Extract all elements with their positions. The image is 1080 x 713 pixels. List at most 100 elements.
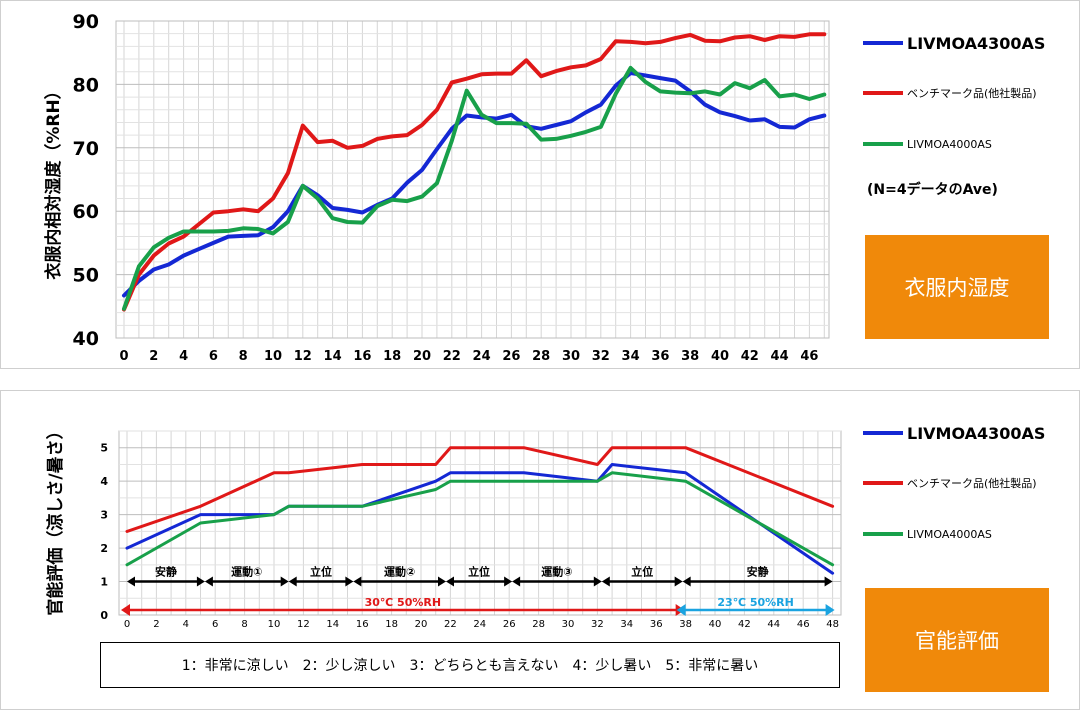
- x-tick-label: 28: [532, 349, 550, 364]
- phase-arrow-head: [127, 576, 135, 587]
- legend-label: ベンチマーク品(他社製品): [907, 86, 1037, 100]
- x-tick-label: 44: [771, 349, 789, 364]
- phase-arrow-head: [204, 576, 213, 587]
- y-tick-label: 0: [100, 609, 108, 622]
- series-line: [125, 446, 835, 533]
- x-tick-label: 12: [294, 349, 312, 364]
- phase-arrow-head: [593, 576, 602, 587]
- series-line: [122, 32, 827, 312]
- legend-label: LIVMOA4300AS: [907, 34, 1045, 53]
- x-tick-label: 36: [651, 349, 669, 364]
- phase-arrow-head: [512, 576, 521, 587]
- phase-arrow-head: [353, 576, 362, 587]
- x-tick-label: 32: [592, 349, 610, 364]
- annotation-note: (N=4データのAve): [867, 181, 998, 198]
- x-tick-label: 6: [212, 619, 218, 630]
- y-tick-label: 2: [100, 542, 108, 555]
- x-tick-label: 42: [741, 349, 759, 364]
- x-tick-label: 12: [297, 619, 310, 630]
- phase-arrow-head: [601, 576, 610, 587]
- y-tick-label: 1: [100, 576, 108, 589]
- x-tick-label: 16: [353, 349, 371, 364]
- x-tick-label: 14: [324, 349, 342, 364]
- x-tick-label: 28: [532, 619, 545, 630]
- condition-label: 23℃ 50%RH: [717, 596, 793, 609]
- y-tick-label: 40: [73, 328, 99, 350]
- x-tick-label: 22: [443, 349, 461, 364]
- x-tick-label: 44: [767, 619, 780, 630]
- condition-arrow-head: [825, 604, 835, 616]
- phase-arrow-head: [437, 576, 446, 587]
- x-tick-label: 24: [473, 349, 491, 364]
- phase-arrow-head: [682, 576, 691, 587]
- x-tick-label: 38: [681, 349, 699, 364]
- y-tick-label: 50: [73, 265, 99, 287]
- phase-arrow-head: [196, 576, 205, 587]
- legend-label: ベンチマーク品(他社製品): [907, 476, 1037, 490]
- x-tick-label: 4: [179, 349, 188, 364]
- phase-arrow-head: [445, 576, 454, 587]
- phase-label: 立位: [468, 565, 490, 579]
- y-tick-label: 70: [73, 138, 99, 160]
- phase-arrow-head: [280, 576, 289, 587]
- y-tick-label: 60: [73, 201, 99, 223]
- x-tick-label: 4: [183, 619, 189, 630]
- x-tick-label: 8: [239, 349, 248, 364]
- x-tick-label: 46: [797, 619, 810, 630]
- y-tick-label: 90: [73, 11, 99, 33]
- condition-arrow-head: [676, 604, 686, 616]
- x-tick-label: 34: [622, 349, 640, 364]
- x-tick-label: 18: [385, 619, 398, 630]
- x-tick-label: 26: [502, 349, 520, 364]
- x-tick-label: 34: [620, 619, 633, 630]
- legend-label: LIVMOA4000AS: [907, 138, 992, 151]
- x-tick-label: 40: [711, 349, 729, 364]
- y-tick-label: 3: [100, 509, 108, 522]
- x-tick-label: 26: [503, 619, 516, 630]
- x-tick-label: 24: [473, 619, 486, 630]
- plot-area: [115, 20, 830, 339]
- phase-label: 立位: [631, 565, 653, 579]
- series-line: [122, 71, 827, 298]
- x-tick-label: 42: [738, 619, 751, 630]
- sensory-badge: 官能評価: [865, 588, 1049, 692]
- phase-arrow-head: [345, 576, 354, 587]
- y-tick-label: 80: [73, 74, 99, 96]
- x-tick-label: 20: [415, 619, 428, 630]
- x-tick-label: 46: [800, 349, 818, 364]
- humidity-badge: 衣服内湿度: [865, 235, 1049, 339]
- series-line: [122, 65, 827, 311]
- x-tick-label: 48: [826, 619, 839, 630]
- x-tick-label: 14: [326, 619, 339, 630]
- x-tick-label: 0: [119, 349, 128, 364]
- phase-arrow-head: [504, 576, 513, 587]
- x-tick-label: 30: [562, 619, 575, 630]
- x-tick-label: 2: [153, 619, 159, 630]
- condition-arrow-head: [121, 604, 130, 616]
- x-tick-label: 30: [562, 349, 580, 364]
- legend-label: LIVMOA4300AS: [907, 424, 1045, 443]
- x-tick-label: 2: [149, 349, 158, 364]
- x-tick-label: 10: [268, 619, 281, 630]
- phase-arrow-head: [674, 576, 683, 587]
- x-tick-label: 18: [383, 349, 401, 364]
- series-line: [125, 471, 835, 567]
- y-tick-label: 5: [100, 442, 108, 455]
- phase-label: 運動②: [384, 565, 415, 579]
- x-tick-label: 16: [356, 619, 369, 630]
- x-tick-label: 36: [650, 619, 663, 630]
- condition-label: 30℃ 50%RH: [365, 596, 441, 609]
- phase-label: 安静: [747, 565, 769, 579]
- phase-arrow-head: [824, 576, 833, 587]
- phase-label: 運動①: [231, 565, 262, 579]
- y-axis-label: 衣服内相対湿度（%RH）: [43, 82, 64, 279]
- phase-arrow-head: [288, 576, 297, 587]
- x-tick-label: 40: [709, 619, 722, 630]
- x-tick-label: 10: [264, 349, 282, 364]
- x-tick-label: 6: [209, 349, 218, 364]
- sensory-scale-legend: 1：非常に涼しい 2：少し涼しい 3：どちらとも言えない 4：少し暑い 5：非常…: [100, 642, 840, 688]
- sensory-chart-panel: 0 1 2 3 4 5 0 2 4 6 8 10 12 14 16 18 20 22 24 26 28 30 32 34 36 3…: [0, 390, 1080, 710]
- humidity-chart-panel: 40 50 60 70 80 90 0 2 4 6 8 10 12 14 16 18 20 22 24 26 28 30 3…: [0, 0, 1080, 369]
